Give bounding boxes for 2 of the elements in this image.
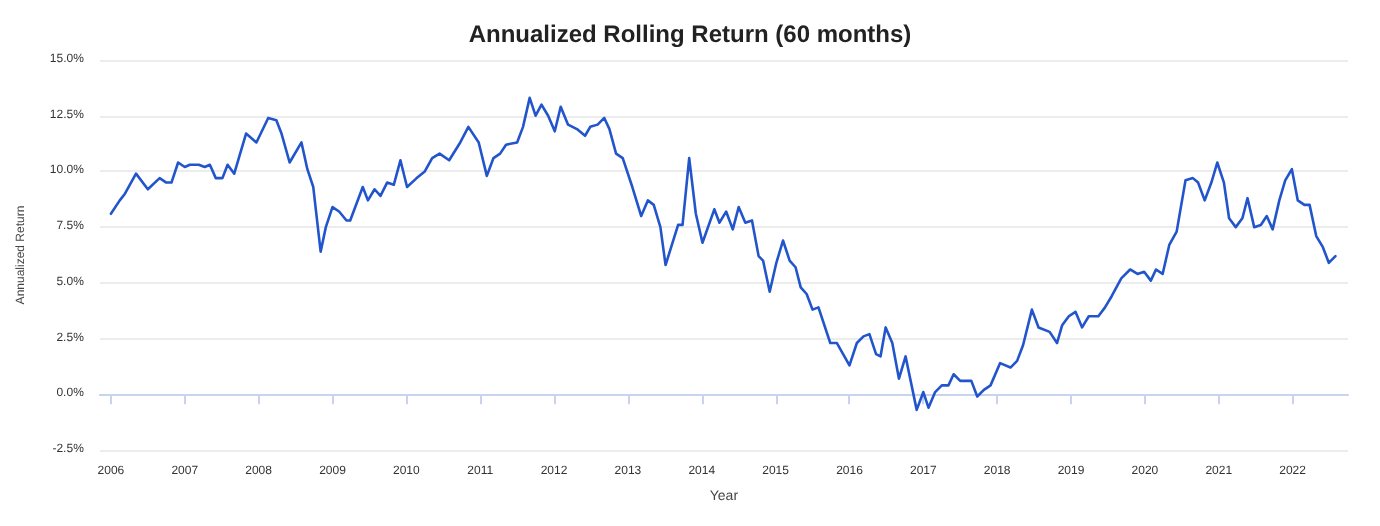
chart-title: Annualized Rolling Return (60 months) [468, 20, 912, 48]
line-series [109, 96, 1337, 412]
